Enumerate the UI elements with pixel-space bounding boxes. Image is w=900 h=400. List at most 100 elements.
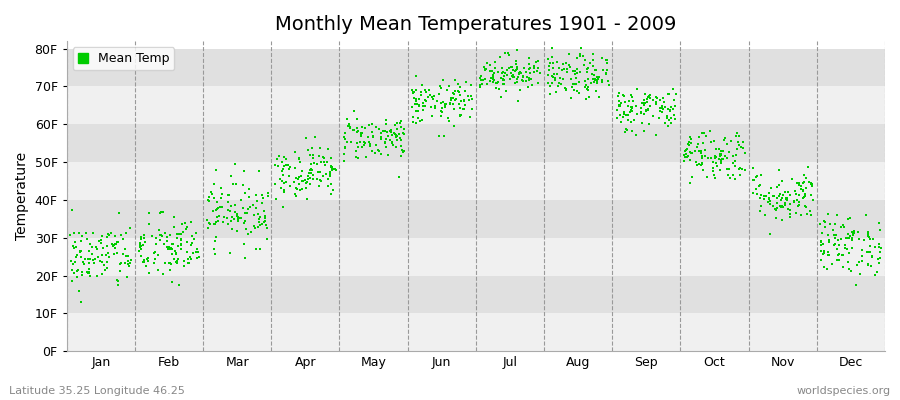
Point (392, 130, 407, 137)
Point (140, 256, 154, 262)
Point (165, 240, 179, 247)
Point (549, 88, 563, 95)
Point (292, 159, 307, 166)
Point (350, 125, 365, 132)
Point (746, 165, 760, 172)
Point (102, 232, 116, 238)
Point (94, 237, 109, 243)
Point (365, 133, 380, 140)
Point (814, 239, 828, 246)
Point (874, 245, 888, 251)
Point (688, 159, 703, 166)
Point (444, 96, 458, 102)
Point (393, 153, 408, 159)
Point (154, 208, 168, 215)
Point (416, 106, 430, 113)
Point (580, 86, 595, 93)
Point (842, 231, 856, 238)
Point (625, 94, 639, 100)
Point (494, 94, 508, 100)
Point (436, 77, 450, 83)
Point (390, 132, 404, 139)
Point (677, 158, 691, 164)
Point (698, 146, 712, 153)
Point (570, 88, 584, 94)
Point (770, 199, 784, 206)
Point (828, 221, 842, 227)
Point (555, 67, 570, 74)
Point (68, 244, 83, 251)
Point (558, 85, 572, 91)
Point (174, 230, 188, 237)
Point (778, 188, 793, 195)
Point (814, 242, 828, 248)
Point (507, 74, 521, 80)
Point (851, 229, 866, 235)
Point (861, 260, 876, 267)
Legend: Mean Temp: Mean Temp (73, 47, 175, 70)
Point (362, 122, 376, 128)
Point (104, 230, 118, 236)
Point (339, 138, 354, 145)
Point (586, 51, 600, 58)
Point (180, 239, 194, 245)
Point (214, 191, 229, 197)
Point (220, 221, 235, 228)
Point (797, 194, 812, 200)
Point (139, 239, 153, 246)
Point (185, 250, 200, 256)
Point (775, 178, 789, 184)
Point (497, 76, 511, 83)
Point (202, 221, 217, 228)
Point (317, 155, 331, 161)
Point (729, 133, 743, 139)
Point (486, 74, 500, 80)
Point (216, 214, 230, 220)
Point (747, 177, 761, 184)
Point (337, 158, 351, 164)
Point (596, 66, 610, 73)
Point (766, 193, 780, 199)
Point (133, 246, 148, 252)
Point (451, 81, 465, 88)
Point (663, 104, 678, 110)
Point (634, 104, 648, 111)
Point (112, 260, 127, 267)
Point (106, 242, 121, 248)
Point (761, 190, 776, 196)
Point (390, 144, 404, 150)
Point (510, 66, 525, 72)
Point (210, 206, 224, 212)
Point (723, 166, 737, 172)
Point (202, 220, 216, 226)
Point (325, 167, 339, 173)
Point (818, 224, 832, 230)
Point (789, 210, 804, 216)
Point (509, 47, 524, 53)
Point (522, 70, 536, 76)
Title: Monthly Mean Temperatures 1901 - 2009: Monthly Mean Temperatures 1901 - 2009 (275, 15, 677, 34)
Point (311, 183, 326, 189)
Point (492, 85, 507, 92)
Point (220, 206, 235, 213)
Point (592, 94, 607, 100)
Point (65, 207, 79, 213)
Point (381, 152, 395, 158)
Point (81, 256, 95, 263)
Point (94, 252, 109, 258)
Point (586, 63, 600, 70)
Point (559, 86, 573, 92)
Point (341, 123, 356, 130)
Bar (67, 49, 885, 86)
Point (390, 126, 404, 132)
Bar (67, 124, 885, 162)
Point (770, 195, 784, 201)
Point (113, 260, 128, 266)
Point (299, 185, 313, 192)
Point (473, 76, 488, 83)
Point (169, 235, 184, 242)
Point (714, 150, 728, 157)
Point (822, 252, 836, 259)
Point (409, 107, 423, 114)
Point (595, 55, 609, 61)
